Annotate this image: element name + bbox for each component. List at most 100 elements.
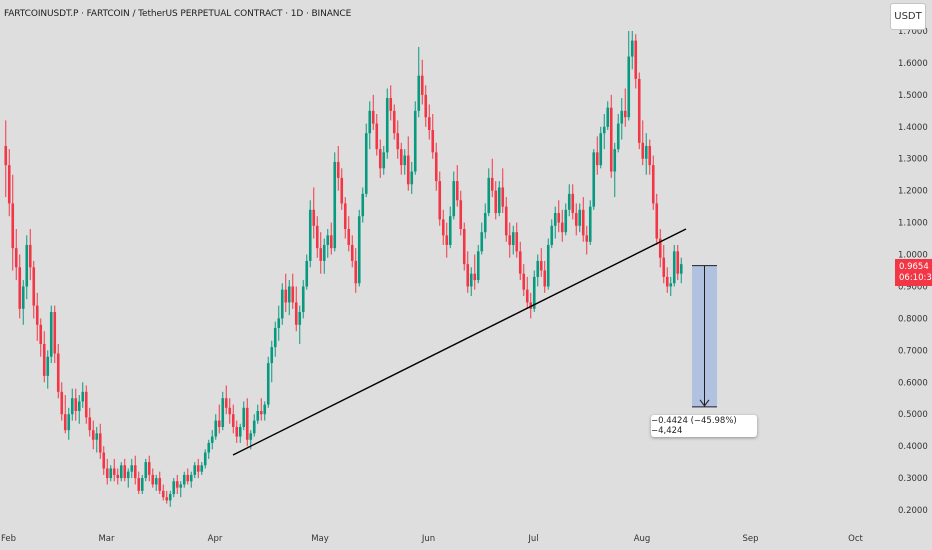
candle	[84, 385, 88, 424]
candle	[25, 235, 29, 300]
candle	[315, 216, 319, 258]
candle	[462, 222, 466, 271]
candle-body	[137, 478, 141, 491]
candle-body	[564, 209, 568, 233]
candle-body	[536, 260, 540, 277]
candle-body	[224, 398, 228, 408]
candle-body	[354, 260, 358, 284]
candle-body	[217, 420, 221, 427]
candle-body	[658, 238, 662, 258]
candle	[410, 161, 414, 194]
candle-body	[679, 264, 683, 274]
candle	[350, 235, 354, 268]
candle	[238, 423, 242, 443]
candle	[459, 190, 463, 236]
candle-body	[669, 283, 673, 287]
candle-body	[140, 478, 144, 491]
candle-body	[399, 149, 403, 166]
candle	[480, 222, 484, 255]
candle-body	[130, 465, 134, 472]
candle	[231, 404, 235, 434]
candle-body	[312, 209, 316, 226]
candle	[235, 420, 239, 443]
candle	[634, 34, 638, 89]
candle-body	[350, 244, 354, 261]
measure-label[interactable]: −0.4424 (−45.98%) −4,424	[651, 415, 757, 437]
candle	[284, 273, 288, 313]
candle	[672, 244, 676, 287]
candle	[11, 174, 15, 271]
candle-body	[315, 225, 319, 249]
candle-body	[592, 152, 596, 207]
candle	[14, 228, 18, 281]
candle	[165, 490, 169, 504]
candle	[168, 490, 172, 507]
time-axis-label: Jun	[421, 534, 435, 544]
candle	[431, 114, 435, 159]
candle-body	[599, 133, 603, 166]
candle	[102, 446, 106, 475]
candle-body	[175, 481, 179, 488]
candle	[287, 280, 291, 316]
candle	[371, 94, 375, 130]
candle	[399, 142, 403, 175]
candle	[595, 136, 599, 175]
candle	[445, 222, 449, 258]
candle-body	[305, 260, 309, 287]
candle-body	[385, 98, 389, 153]
candle-body	[308, 209, 312, 261]
candle	[333, 152, 337, 252]
candle	[60, 382, 64, 421]
candle	[35, 292, 39, 341]
candle-body	[158, 478, 162, 491]
candle-body	[126, 471, 130, 479]
currency-button[interactable]: USDT	[890, 3, 926, 30]
price-axis-label: 0.9000	[898, 282, 928, 292]
candle	[403, 149, 407, 175]
candle-body	[427, 117, 431, 130]
candle-body	[193, 465, 197, 475]
candle	[63, 395, 67, 434]
candle	[322, 238, 326, 274]
candle-body	[364, 133, 368, 194]
candle	[140, 474, 144, 495]
trendline[interactable]	[232, 228, 687, 456]
candle	[123, 458, 127, 482]
candle-body	[172, 481, 176, 495]
candle	[277, 305, 281, 341]
candle	[158, 471, 162, 495]
candle-body	[235, 426, 239, 437]
candle	[91, 420, 95, 450]
candle	[392, 104, 396, 140]
price-axis-label: 0.2000	[898, 506, 928, 516]
candle-body	[214, 420, 218, 437]
candle	[242, 401, 246, 431]
candle-body	[179, 484, 183, 488]
candle-body	[487, 177, 491, 214]
candle	[154, 474, 158, 491]
candle-body	[242, 407, 246, 427]
candle	[326, 228, 330, 258]
candle-body	[200, 465, 204, 472]
candle	[550, 219, 554, 249]
candle-body	[455, 181, 459, 201]
candle-body	[270, 347, 274, 364]
candle	[588, 200, 592, 245]
candle-body	[623, 110, 627, 118]
candle-body	[480, 232, 484, 252]
candle-body	[644, 145, 648, 159]
candle	[105, 458, 109, 485]
measure-arrow-head	[699, 399, 710, 407]
candle-body	[301, 286, 305, 313]
candle	[522, 264, 526, 297]
candle	[144, 458, 148, 482]
candle	[581, 197, 585, 242]
candle-body	[413, 110, 417, 172]
candle	[648, 139, 652, 175]
candle	[585, 225, 589, 255]
candle	[592, 149, 596, 210]
candle	[382, 145, 386, 175]
candle-body	[28, 244, 32, 268]
candle-body	[588, 206, 592, 242]
